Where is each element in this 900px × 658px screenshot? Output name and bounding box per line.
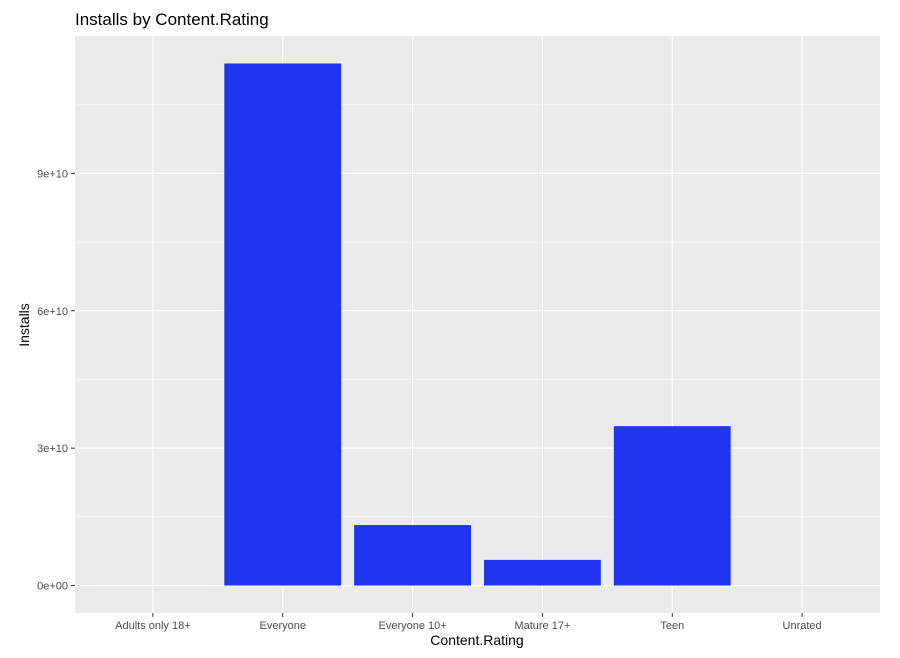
bar — [354, 525, 472, 586]
y-tick-label: 9e+10 — [37, 168, 68, 180]
y-tick-label: 6e+10 — [37, 306, 68, 318]
x-tick-label: Adults only 18+ — [115, 620, 191, 632]
y-tick-label: 0e+00 — [37, 581, 68, 593]
y-axis-title: Installs — [16, 303, 32, 347]
chart-title: Installs by Content.Rating — [75, 10, 269, 29]
x-tick-label: Everyone — [259, 620, 305, 632]
x-axis-ticks: Adults only 18+ Everyone Everyone 10+ Matur… — [115, 613, 822, 632]
bar — [613, 426, 731, 586]
bar — [483, 559, 601, 586]
x-tick-label: Everyone 10+ — [378, 620, 446, 632]
y-axis-ticks: 0e+00 3e+10 6e+10 9e+10 — [37, 168, 75, 593]
bars — [94, 63, 861, 586]
bar — [224, 63, 342, 586]
x-tick-label: Teen — [660, 620, 684, 632]
x-axis-title: Content.Rating — [430, 632, 523, 648]
x-tick-label: Unrated — [783, 620, 822, 632]
plot-panel — [75, 36, 880, 613]
x-tick-label: Mature 17+ — [514, 620, 570, 632]
minor-gridlines — [75, 104, 880, 518]
y-tick-label: 3e+10 — [37, 443, 68, 455]
